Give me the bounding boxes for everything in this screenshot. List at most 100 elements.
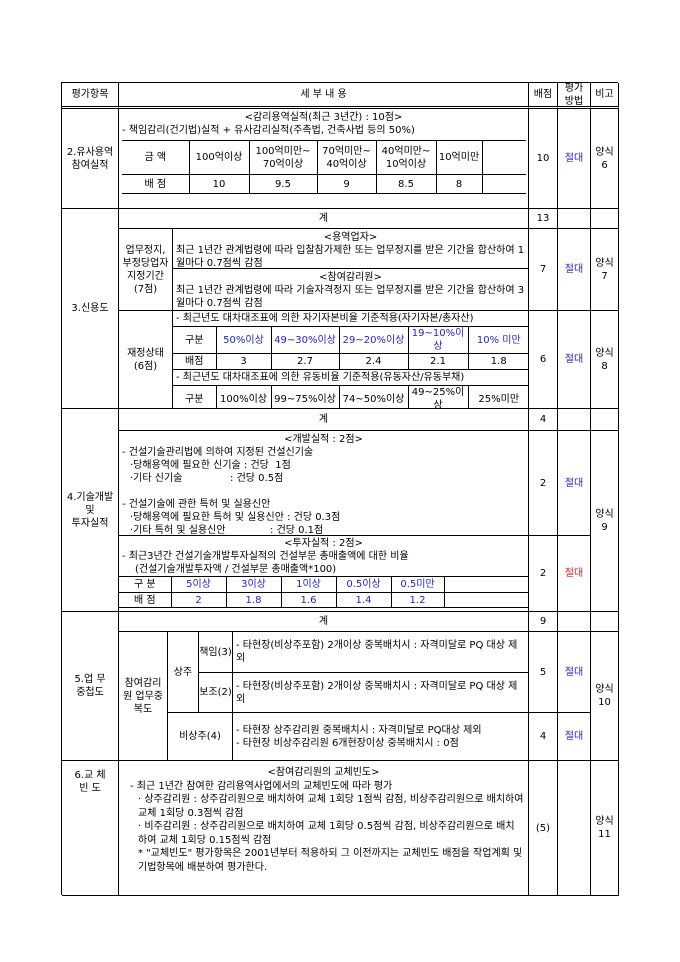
cell-empty — [443, 592, 528, 608]
cell-range: 10억미만 — [435, 140, 483, 175]
section6-score: (5) — [529, 761, 558, 896]
cell-score: 2 — [170, 592, 227, 608]
section5-nonresident-method: 절대 — [558, 713, 591, 761]
section4a-line1: - 건설기술관리법에 의하여 지정된 건설신기술 — [122, 447, 314, 458]
cell-score-label: 배 점 — [122, 174, 190, 194]
section2-method: 절대 — [558, 109, 591, 209]
cell-score: 10 — [188, 174, 250, 194]
section4b-method: 절대 — [558, 536, 591, 612]
subtotal-label: 계 — [119, 209, 529, 229]
cell-score: 2.7 — [270, 353, 340, 370]
empty-cell — [558, 761, 591, 896]
table-row: 구분 100%이상 99~75%이상 74~50%이상 49~25%이상 25%… — [173, 385, 528, 408]
spacer — [122, 485, 525, 498]
liquidity-ratio-table: 구분 100%이상 99~75%이상 74~50%이상 49~25%이상 25%… — [173, 385, 528, 408]
cell-range: 99~75%이상 — [270, 385, 340, 408]
section6-line1: - 최근 1년간 참여한 감리용역사업에서의 교체빈도에 따라 평가 — [130, 780, 393, 792]
cell-amount-label: 금 액 — [122, 140, 190, 175]
cell-score-label: 배점 — [173, 353, 217, 370]
empty-cell — [591, 612, 619, 632]
section5-row2-text: - 타현장(비상주포함) 2개이상 중복배치시 : 자격미달로 PQ 대상 제외 — [233, 673, 529, 713]
section3b-line2: - 최근년도 대차대조표에 의한 유동비율 기준적용(유동자산/유동부채) — [176, 372, 465, 383]
cell-empty — [443, 576, 528, 593]
cell-score: 3 — [215, 353, 272, 370]
section4a-line2: ·당해용역에 필요한 신기술 : 건당 1점 — [130, 460, 291, 471]
cell-range: 10% 미만 — [467, 326, 528, 354]
section3b-detail: - 최근년도 대차대조표에 의한 자기자본비율 기준적용(자기자본/총자산) 구… — [173, 311, 529, 409]
cell-score: 2.1 — [407, 353, 469, 370]
investment-ratio-table: 구 분 5이상 3이상 1이상 0.5이상 0.5미만 배 점 2 1.8 1.… — [119, 576, 528, 608]
section3b-score: 6 — [529, 311, 558, 409]
section5a-score: 5 — [529, 632, 558, 713]
cell-range: 3이상 — [225, 576, 282, 593]
cell-range: 70억미만~ 40억이상 — [316, 140, 377, 175]
section6-item-label: 6.교 체 빈 도 — [62, 761, 119, 896]
table-row: 배 점 2 1.8 1.6 1.4 1.2 — [119, 592, 528, 608]
cell-range: 29~20%이상 — [338, 326, 409, 354]
cell-category-label: 구분 — [173, 326, 217, 354]
empty-cell — [591, 409, 619, 431]
cell-range: 100억이상 — [188, 140, 250, 175]
cell-empty — [481, 174, 526, 194]
section4a-line5: ·당해용역에 필요한 특허 및 실용신안 : 건당 0.3점 — [130, 512, 341, 523]
section2-title: <감리용역실적(최근 3년간) : 10점> — [244, 112, 403, 123]
section3a-sub-label: 업무정지, 부정당업자 지정기간 (7점) — [119, 229, 173, 311]
section5-note: 양식 10 — [591, 632, 619, 761]
cell-range: 49~30%이상 — [270, 326, 340, 354]
cell-range: 40억미만~ 10억이상 — [375, 140, 437, 175]
section2-amount-score-table: 금 액 100억이상 100억미만~ 70억이상 70억미만~ 40억이상 40… — [122, 140, 526, 194]
section2-detail: <감리용역실적(최근 3년간) : 10점> - 책임감리(건기법)실적 + 유… — [119, 109, 529, 209]
section5-nonresident-label: 비상주(4) — [168, 713, 233, 761]
section4a-method: 절대 — [558, 431, 591, 536]
cell-range: 0.5이상 — [335, 576, 392, 593]
section3a-service-provider: <용역업자> 최근 1년간 관계법령에 따라 입찰참가제한 또는 업무정지를 받… — [173, 229, 529, 269]
section6-line2: · 상주감리원 : 상주감리원으로 배치하여 교체 1회당 1점씩 감점, 비상… — [138, 794, 527, 819]
section4b-line2: (건설기술개발투자액 / 건설부문 총매출액*100) — [135, 564, 337, 575]
cell-category-label: 구 분 — [119, 576, 172, 593]
cell-range: 25%미만 — [467, 385, 528, 408]
cell-range: 5이상 — [170, 576, 227, 593]
cell-score: 8 — [435, 174, 483, 194]
section4a-line6: ·기타 특허 및 실용신안 : 건당 0.1점 — [130, 525, 324, 536]
subtotal-label: 계 — [119, 409, 529, 431]
table-row: 금 액 100억이상 100억미만~ 70억이상 70억미만~ 40억이상 40… — [122, 140, 526, 175]
section3-item-label: 3.신용도 — [62, 209, 119, 409]
section3a-method: 절대 — [558, 229, 591, 311]
section4a-detail: <개발실적 : 2점> - 건설기술관리법에 의하여 지정된 건설신기술 ·당해… — [119, 431, 529, 536]
section3a-title2: <참여감리원> — [319, 272, 382, 283]
section5-group-label: 참여감리원 업무중복도 — [119, 632, 168, 761]
table-row: 구 분 5이상 3이상 1이상 0.5이상 0.5미만 — [119, 576, 528, 593]
column-header-method: 평가 방법 — [558, 83, 591, 109]
section2-item-label: 2.유사용역 참여실적 — [62, 109, 119, 209]
cell-score: 1.8 — [467, 353, 528, 370]
section5-row1-label: 책임(3) — [199, 632, 233, 673]
section6-line4: * "교체빈도" 평가항목은 2001년부터 적용하되 그 이전까지는 교체빈도… — [138, 848, 526, 873]
subtotal-label: 계 — [119, 612, 529, 632]
cell-score: 9 — [316, 174, 377, 194]
subtotal-score: 4 — [529, 409, 558, 431]
section3a-note: 양식 7 — [591, 229, 619, 311]
section4-item-label: 4.기술개발 및 투자실적 — [62, 409, 119, 612]
section4a-line4: - 건설기술에 관한 특허 및 실용신안 — [122, 499, 271, 510]
section4-note: 양식 9 — [591, 431, 619, 612]
section2-note: 양식 6 — [591, 109, 619, 209]
cell-score: 1.2 — [390, 592, 445, 608]
section2-line: - 책임감리(건기법)실적 + 유사감리실적(주촉법, 건축사법 등의 50%) — [122, 125, 415, 136]
cell-range: 74~50%이상 — [338, 385, 409, 408]
column-header-note: 비고 — [591, 83, 619, 109]
section4b-detail: <투자실적 : 2점> - 최근3년간 건설기술개발투자실적의 건설부문 총매출… — [119, 536, 529, 612]
section5-nonresident-score: 4 — [529, 713, 558, 761]
section5-nonresident-text: - 타현장 상주감리원 중복배치시 : 자격미달로 PQ대상 제외 - 타현장 … — [233, 713, 529, 761]
column-header-detail: 세 부 내 용 — [119, 83, 529, 109]
cell-range: 0.5미만 — [390, 576, 445, 593]
cell-score: 9.5 — [248, 174, 318, 194]
section3a-title1: <용역업자> — [323, 232, 378, 243]
section5-row2-label: 보조(2) — [199, 673, 233, 713]
section4a-line3: ·기타 신기술 : 건당 0.5점 — [130, 473, 284, 484]
cell-range: 19~10%이상 — [407, 326, 469, 354]
empty-cell — [558, 612, 591, 632]
column-header-item: 평가항목 — [62, 83, 119, 109]
section6-detail: <참여감리원의 교체빈도> - 최근 1년간 참여한 감리용역사업에서의 교체빈… — [119, 761, 529, 896]
cell-range: 50%이상 — [215, 326, 272, 354]
section3a-body2: 최근 1년간 관계법령에 따라 기술자격정지 또는 업무정지를 받은 기간을 합… — [176, 285, 525, 309]
